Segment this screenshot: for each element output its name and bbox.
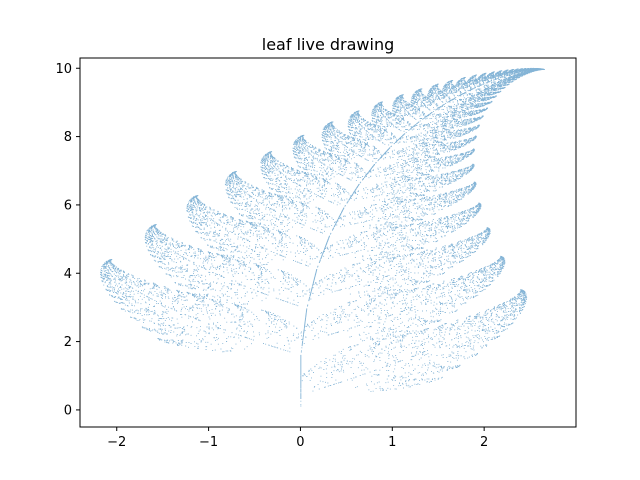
y-tick-label: 6 (64, 198, 72, 213)
x-tick-label: 0 (296, 435, 304, 450)
x-tick-label: −1 (199, 435, 218, 450)
chart-title: leaf live drawing (262, 35, 394, 54)
x-tick-label: 1 (388, 435, 396, 450)
x-tick-label: 2 (480, 435, 488, 450)
axes: −2 −1 0 1 2 0 2 4 6 8 10 (55, 57, 577, 450)
y-tick-label: 0 (64, 403, 72, 418)
y-tick-label: 10 (55, 62, 72, 77)
fern-scatter-series (100, 67, 545, 407)
y-tick-label: 8 (64, 130, 72, 145)
y-tick-label: 2 (64, 335, 72, 350)
plot-frame (79, 57, 577, 428)
x-tick-label: −2 (107, 435, 126, 450)
y-tick-label: 4 (64, 267, 72, 282)
data-points (100, 67, 545, 407)
